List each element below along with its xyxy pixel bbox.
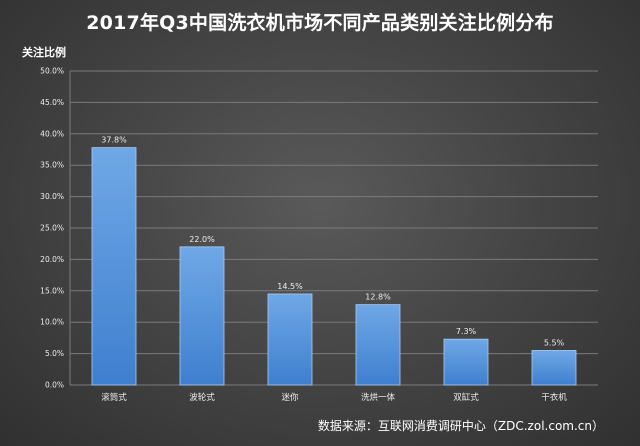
y-tick-label: 25.0% bbox=[40, 224, 64, 233]
y-tick-label: 10.0% bbox=[40, 318, 64, 327]
data-labels: 37.8% 22.0% 14.5% 12.8% 7.3% 5.5% bbox=[101, 136, 564, 348]
x-tick-label: 洗烘一体 bbox=[361, 392, 396, 403]
x-tick-label: 滚筒式 bbox=[101, 392, 127, 403]
y-tick-label: 20.0% bbox=[40, 255, 64, 264]
y-tick-label: 50.0% bbox=[40, 67, 64, 76]
y-tick-label: 0.0% bbox=[45, 381, 64, 390]
bar bbox=[355, 304, 401, 386]
bar-value-label: 7.3% bbox=[456, 327, 477, 336]
bar bbox=[179, 246, 225, 386]
chart-title: 2017年Q3中国洗衣机市场不同产品类别关注比例分布 bbox=[86, 12, 554, 34]
grid-lines bbox=[69, 70, 598, 386]
x-tick-label: 迷你 bbox=[281, 392, 299, 403]
y-tick-label: 35.0% bbox=[40, 161, 64, 170]
y-axis-title: 关注比例 bbox=[22, 46, 66, 59]
bars bbox=[91, 147, 577, 386]
x-tick-label: 干衣机 bbox=[541, 392, 567, 403]
bar-value-label: 5.5% bbox=[544, 338, 565, 347]
y-tick-label: 5.0% bbox=[45, 349, 64, 358]
bar bbox=[267, 293, 313, 386]
bar bbox=[91, 147, 137, 386]
bar bbox=[443, 338, 489, 386]
y-axis: 0.0% 5.0% 10.0% 15.0% 20.0% 25.0% 30.0% 35.0% 40… bbox=[40, 67, 64, 390]
y-tick-label: 30.0% bbox=[40, 192, 64, 201]
x-tick-label: 波轮式 bbox=[189, 392, 215, 403]
source-note: 数据来源：互联网消费调研中心（ZDC.zol.com.cn） bbox=[317, 419, 604, 433]
y-tick-label: 15.0% bbox=[40, 286, 64, 295]
y-tick-label: 40.0% bbox=[40, 129, 64, 138]
y-tick-label: 45.0% bbox=[40, 98, 64, 107]
bar-value-label: 12.8% bbox=[365, 293, 391, 302]
x-tick-label: 双缸式 bbox=[453, 392, 479, 403]
bar-value-label: 22.0% bbox=[189, 235, 215, 244]
bar-value-label: 37.8% bbox=[101, 136, 127, 145]
bar-value-label: 14.5% bbox=[277, 282, 303, 291]
bar bbox=[531, 350, 577, 386]
x-axis: 滚筒式 波轮式 迷你 洗烘一体 双缸式 干衣机 bbox=[101, 392, 567, 403]
